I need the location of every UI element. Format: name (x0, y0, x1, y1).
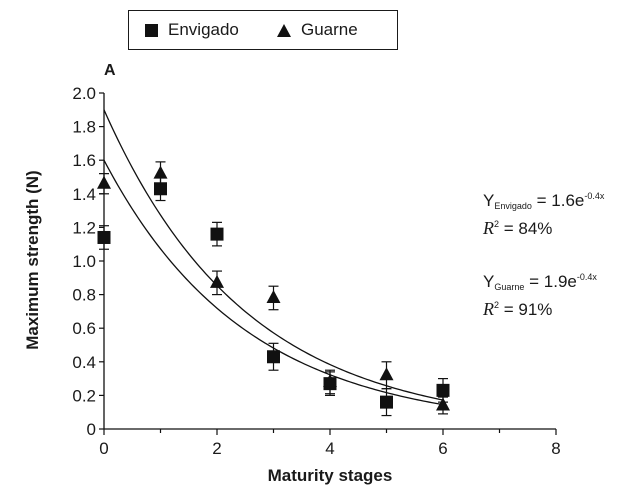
legend-label-guarne: Guarne (301, 20, 358, 39)
equation-guarne-subscript: Guarne (494, 282, 525, 292)
x-tick-label: 8 (551, 439, 560, 458)
r2-guarne: R2 = 91% (483, 299, 553, 319)
triangle-marker-icon (277, 23, 291, 37)
y-axis-title: Maximum strength (N) (23, 170, 42, 349)
equation-guarne-exponent: -0.4x (576, 272, 597, 282)
x-tick-label: 0 (99, 439, 108, 458)
y-tick-label: 1.4 (72, 185, 96, 204)
y-tick-label: 2.0 (72, 84, 96, 103)
x-tick-label: 4 (325, 439, 334, 458)
legend: Envigado Guarne (128, 10, 398, 50)
data-point-envigado (380, 395, 393, 409)
y-tick-label: 1.0 (72, 252, 96, 271)
y-tick-label: 0.8 (72, 286, 96, 305)
y-tick-label: 0.4 (72, 353, 96, 372)
panel-label: A (104, 62, 116, 79)
equation-envigado-exponent: -0.4x (584, 191, 605, 201)
equation-guarne-main: = 1.9e (529, 272, 577, 291)
y-tick-label: 1.8 (72, 118, 96, 137)
equation-envigado-subscript: Envigado (494, 201, 532, 211)
data-point-guarne (266, 289, 281, 303)
data-point-guarne (210, 274, 224, 288)
data-point-envigado (210, 227, 224, 241)
data-point-envigado (267, 350, 280, 364)
data-point-envigado (436, 383, 450, 397)
r2-guarne-value: = 91% (503, 300, 553, 319)
data-point-envigado (97, 230, 111, 244)
x-tick-label: 2 (212, 439, 221, 458)
data-point-guarne (323, 373, 337, 387)
r2-envigado: R2 = 84% (483, 218, 553, 238)
equation-guarne: YGuarne = 1.9e-0.4x (483, 272, 597, 292)
data-point-guarne (97, 175, 111, 189)
r2-envigado-value: = 84% (503, 219, 553, 238)
axes: 0 0.2 0.4 0.6 0.8 1.0 1.2 1.4 1.6 1.8 2.0 0 2 4 6 8 (72, 84, 560, 458)
legend-item-guarne: Guarne (277, 20, 358, 40)
y-tick-label: 1.2 (72, 218, 96, 237)
equation-envigado-main: = 1.6e (536, 191, 585, 210)
data-point-guarne (379, 367, 394, 381)
y-tick-label: 0.2 (72, 386, 96, 405)
legend-label-envigado: Envigado (168, 20, 239, 39)
square-marker-icon (145, 23, 158, 37)
equation-envigado: YEnvigado = 1.6e-0.4x (483, 191, 605, 211)
y-tick-label: 1.6 (72, 151, 96, 170)
x-tick-label: 6 (438, 439, 447, 458)
y-tick-label: 0.6 (72, 319, 96, 338)
x-axis-title: Maturity stages (268, 466, 393, 485)
data-point-guarne (153, 165, 168, 179)
data-marks (97, 161, 450, 417)
legend-item-envigado: Envigado (145, 20, 239, 40)
y-tick-label: 0 (87, 420, 96, 439)
data-point-guarne (436, 397, 450, 411)
